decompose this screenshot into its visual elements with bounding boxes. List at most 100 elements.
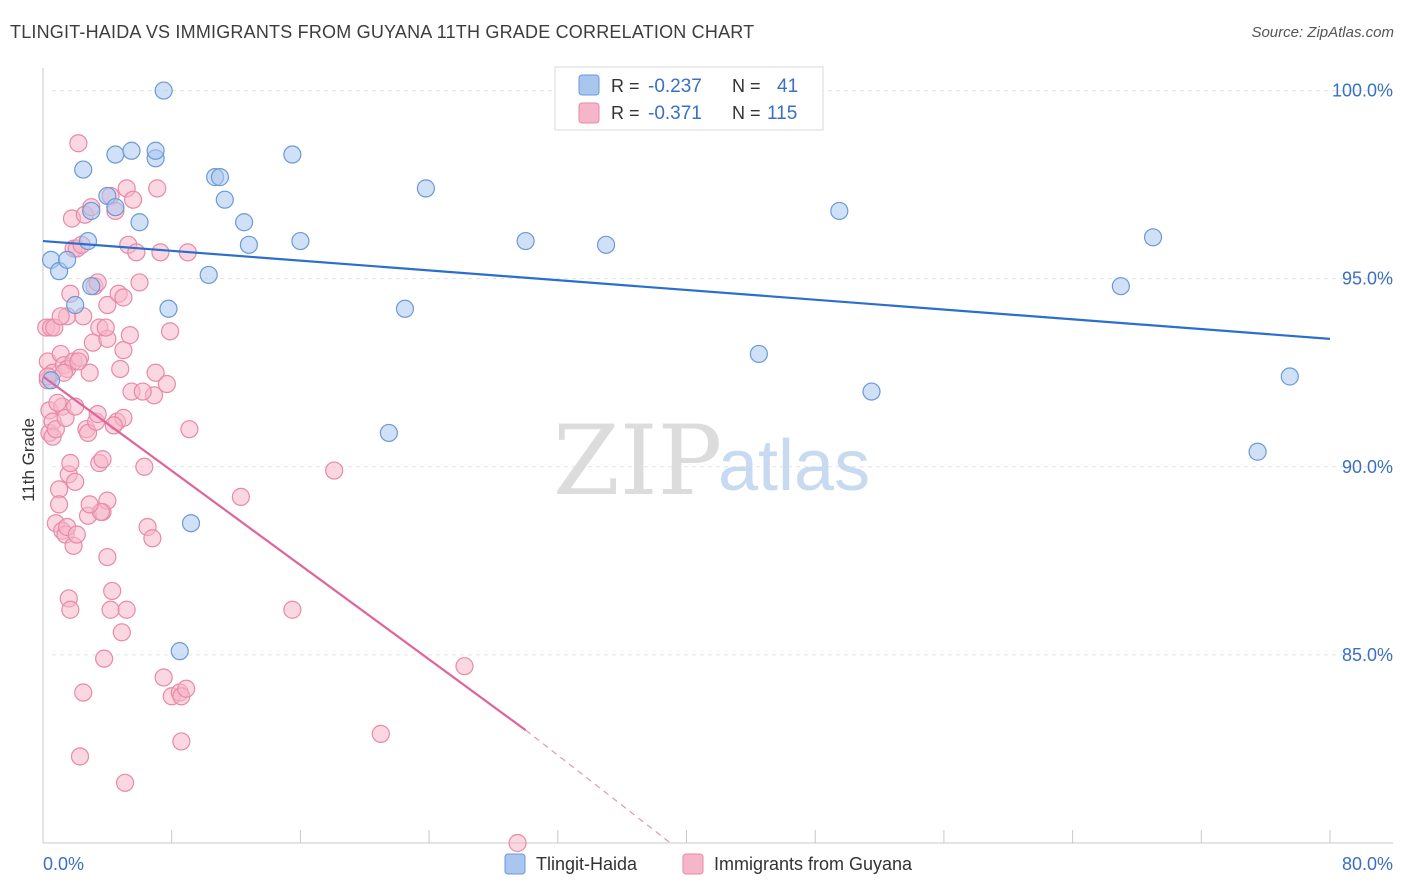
tlingit-point <box>106 145 125 164</box>
guyana-point <box>160 322 180 341</box>
guyana-point <box>98 295 117 315</box>
guyana-point <box>146 363 165 382</box>
tlingit-point <box>379 423 398 443</box>
stats-blue-n-value: 41 <box>777 76 798 97</box>
watermark-atlas: atlas <box>718 426 870 506</box>
trend-line-guyana <box>42 375 527 732</box>
guyana-point <box>69 352 88 371</box>
y-tick-labels: 100.0% 95.0% 90.0% 85.0% <box>1332 81 1393 665</box>
bottom-legend: Tlingit-Haida Immigrants from Guyana <box>504 853 913 875</box>
y-axis-title: 11th Grade <box>19 418 38 502</box>
legend-pink-swatch <box>682 853 704 875</box>
guyana-point <box>114 341 133 360</box>
guyana-point <box>114 288 133 307</box>
guyana-point <box>154 668 173 687</box>
tlingit-point <box>516 231 535 251</box>
tlingit-point <box>106 198 125 217</box>
guyana-point <box>151 243 170 262</box>
stats-blue-r-value: -0.237 <box>648 76 702 97</box>
stats-pink-r-label: R = <box>611 103 640 123</box>
tlingit-point <box>1280 367 1299 386</box>
tlingit-point <box>78 231 98 251</box>
tlingit-point <box>395 299 415 318</box>
guyana-point <box>127 243 146 262</box>
guyana-point <box>70 747 90 766</box>
legend-blue-label: Tlingit-Haida <box>536 854 638 874</box>
source-label: Source: ZipAtlas.com <box>1251 24 1394 41</box>
guyana-point <box>67 525 86 544</box>
x-tick-label-min: 0.0% <box>43 854 84 874</box>
trend-line-tlingit <box>42 239 1331 340</box>
guyana-point <box>74 683 93 702</box>
chart-title: TLINGIT-HAIDA VS IMMIGRANTS FROM GUYANA … <box>10 22 755 42</box>
guyana-point <box>80 495 99 514</box>
tlingit-point <box>199 265 218 285</box>
guyana-point <box>48 393 67 412</box>
y-tick-label: 90.0% <box>1342 457 1393 477</box>
tlingit-point <box>749 344 768 364</box>
guyana-point <box>180 420 199 439</box>
guyana-point <box>66 472 85 491</box>
guyana-point <box>135 457 154 476</box>
guyana-point <box>283 600 302 619</box>
y-tick-label: 95.0% <box>1342 269 1393 289</box>
guyana-point <box>325 461 344 480</box>
guyana-point <box>69 134 88 153</box>
tlingit-point <box>159 299 178 318</box>
guyana-point <box>231 487 250 506</box>
tlingit-point <box>130 213 149 232</box>
tlingit-point <box>181 514 201 533</box>
guyana-point <box>111 359 130 379</box>
tlingit-point <box>862 382 881 401</box>
tlingit-point <box>1248 442 1267 461</box>
guyana-point <box>80 363 99 382</box>
x-tick-label-max: 80.0% <box>1342 854 1393 874</box>
trend-lines <box>42 239 1331 844</box>
watermark-zip: ZIP <box>553 405 722 517</box>
stats-blue-r-label: R = <box>611 76 640 96</box>
guyana-point <box>130 273 149 292</box>
guyana-point <box>133 382 152 401</box>
guyana-point <box>51 307 70 326</box>
guyana-point <box>455 657 474 676</box>
stats-pink-n-value: 115 <box>767 103 797 124</box>
tlingit-point <box>416 179 435 198</box>
series-guyana-points <box>37 134 527 853</box>
guyana-point <box>143 529 162 548</box>
tlingit-point <box>122 141 141 160</box>
guyana-point <box>177 679 196 698</box>
tlingit-point <box>291 231 310 251</box>
guyana-point <box>120 326 139 345</box>
guyana-point <box>98 547 117 567</box>
tlingit-point <box>1143 228 1163 247</box>
y-tick-label: 100.0% <box>1332 81 1393 101</box>
guyana-point <box>157 374 176 394</box>
tlingit-point <box>82 201 101 221</box>
tlingit-point <box>234 213 254 232</box>
guyana-point <box>101 600 120 619</box>
y-tick-label: 85.0% <box>1342 645 1393 665</box>
stats-blue-swatch <box>578 74 600 96</box>
tlingit-point <box>58 250 77 269</box>
guyana-point <box>95 649 114 668</box>
stats-box: R = -0.237 N = 41 R = -0.371 N = 115 <box>554 66 824 131</box>
tlingit-point <box>146 141 165 160</box>
legend-blue-swatch <box>504 853 526 875</box>
tlingit-point <box>283 145 302 164</box>
tlingit-point <box>82 277 101 296</box>
tlingit-point <box>215 190 234 209</box>
guyana-point <box>103 581 122 601</box>
stats-pink-r-value: -0.371 <box>648 103 702 124</box>
tlingit-point <box>74 160 93 179</box>
tlingit-point <box>66 295 85 315</box>
guyana-point <box>115 773 135 792</box>
grid-lines <box>52 90 1393 656</box>
legend-pink-label: Immigrants from Guyana <box>714 854 913 874</box>
stats-pink-swatch <box>578 102 600 124</box>
guyana-point <box>96 318 115 337</box>
guyana-point <box>148 179 167 198</box>
guyana-point <box>93 450 112 469</box>
tlingit-point <box>1111 277 1130 296</box>
watermark: ZIP atlas <box>553 405 870 517</box>
